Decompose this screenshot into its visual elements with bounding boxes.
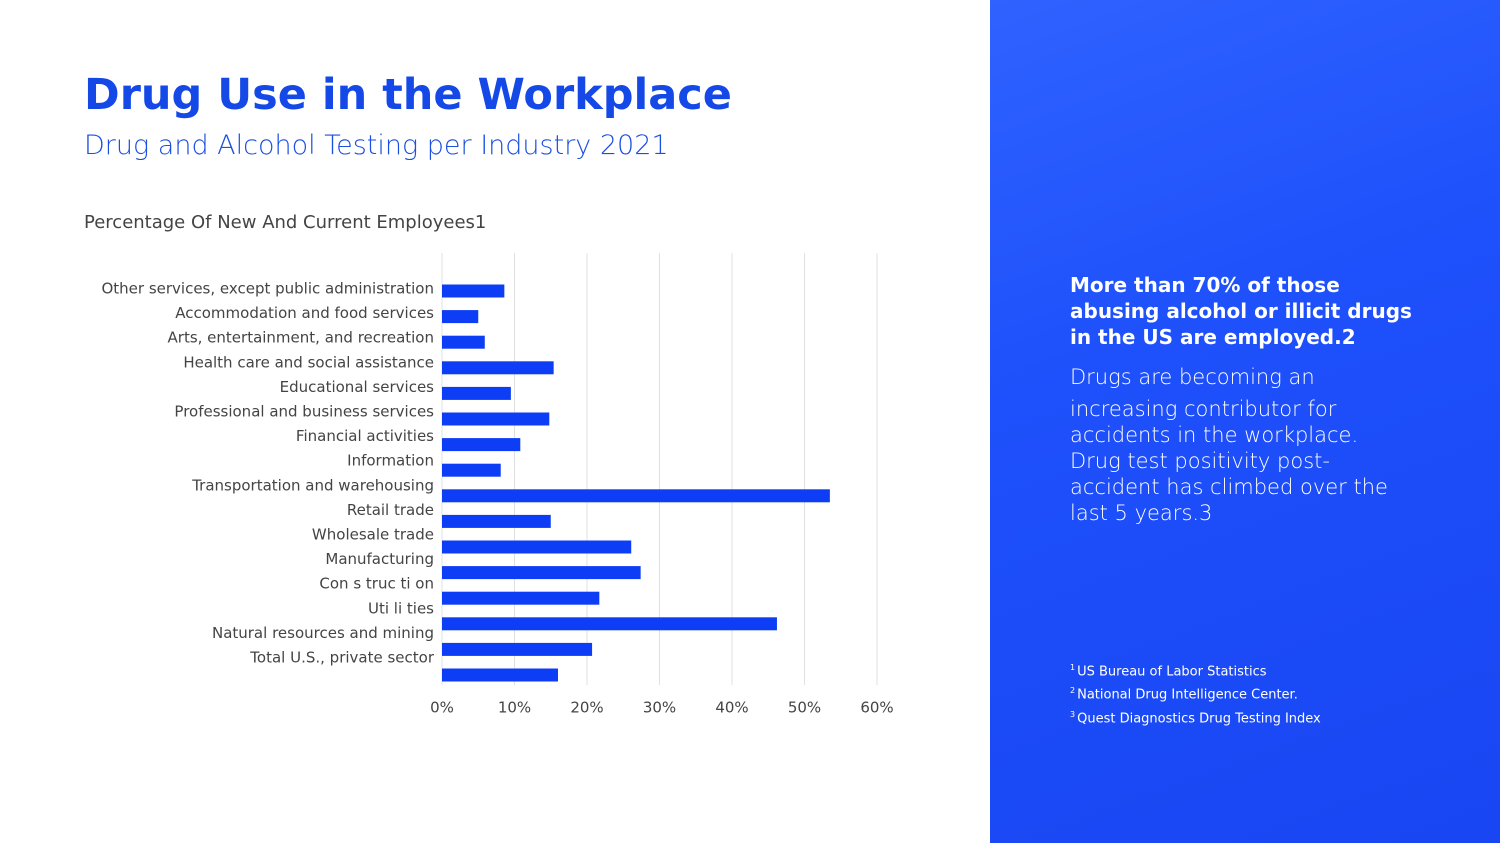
footnote: 2 National Drug Intelligence Center. (1070, 681, 1321, 704)
bar (442, 668, 558, 682)
x-tick-label: 60% (860, 699, 893, 717)
y-tick-label: Information (347, 452, 434, 470)
y-tick-label: Manufacturing (325, 550, 434, 568)
chart-title: Drug Use in the Workplace (84, 70, 732, 120)
footnote: 1 US Bureau of Labor Statistics (1070, 658, 1321, 681)
body-text: Drugs are becoming an increasing contrib… (1070, 364, 1415, 532)
bar (442, 284, 505, 298)
footnote-mark: 3 (1070, 709, 1076, 719)
y-tick-label: Health care and social assistance (183, 353, 434, 371)
footnote-mark: 1 (1070, 663, 1076, 672)
footnote-text: National Drug Intelligence Center. (1077, 687, 1298, 703)
bar (442, 489, 830, 503)
bar (442, 463, 501, 477)
x-tick-label: 40% (715, 699, 748, 717)
bar (442, 566, 641, 580)
sidebar: More than 70% of those abusing alcohol o… (990, 0, 1500, 843)
bar (442, 335, 485, 349)
bar (442, 361, 554, 375)
y-tick-label: Total U.S., private sector (249, 649, 435, 667)
y-tick-label: Uti li ties (368, 599, 434, 617)
axis-label: Percentage Of New And Current Employees1 (84, 212, 487, 233)
y-tick-label: Professional and business services (174, 403, 434, 421)
chart-subtitle: Drug and Alcohol Testing per Industry 20… (84, 130, 669, 161)
footnote-text: US Bureau of Labor Statistics (1077, 664, 1267, 680)
footnote: 3 Quest Diagnostics Drug Testing Index (1070, 705, 1321, 728)
x-tick-label: 0% (430, 699, 454, 717)
x-tick-label: 30% (643, 699, 676, 717)
x-tick-label: 20% (570, 699, 603, 717)
y-tick-label: Natural resources and mining (212, 624, 434, 642)
paragraph: increasing contributor for accidents in … (1070, 397, 1388, 525)
bar (442, 617, 777, 631)
bar (442, 514, 551, 528)
y-tick-label: Transportation and warehousing (191, 476, 434, 494)
x-tick-label: 10% (498, 699, 531, 717)
y-tick-label: Wholesale trade (312, 526, 434, 544)
y-tick-label: Other services, except public administra… (101, 280, 434, 298)
bar (442, 310, 479, 324)
footnote-mark: 2 (1070, 686, 1076, 696)
y-tick-label: Educational services (280, 378, 435, 396)
bar (442, 642, 593, 656)
footnotes: 1 US Bureau of Labor Statistics 2 National… (1070, 658, 1321, 728)
y-tick-label: Retail trade (347, 501, 434, 519)
bar (442, 540, 632, 554)
bar (442, 386, 511, 400)
footnote-text: Quest Diagnostics Drug Testing Index (1077, 710, 1321, 726)
bar (442, 591, 600, 605)
y-tick-label: Accommodation and food services (175, 304, 434, 322)
bar (442, 438, 521, 452)
paragraph: Drugs are becoming an (1070, 365, 1315, 389)
y-tick-label: Con s truc ti on (319, 575, 434, 593)
chart: 0% 10% 20% 30% 40% 50% 60% Other services, exce… (101, 253, 894, 717)
y-tick-label: Arts, entertainment, and recreation (168, 329, 434, 347)
x-tick-label: 50% (788, 699, 821, 717)
y-tick-label: Financial activities (296, 427, 434, 445)
headline: More than 70% of those abusing alcohol o… (1070, 273, 1412, 349)
bar (442, 412, 550, 426)
